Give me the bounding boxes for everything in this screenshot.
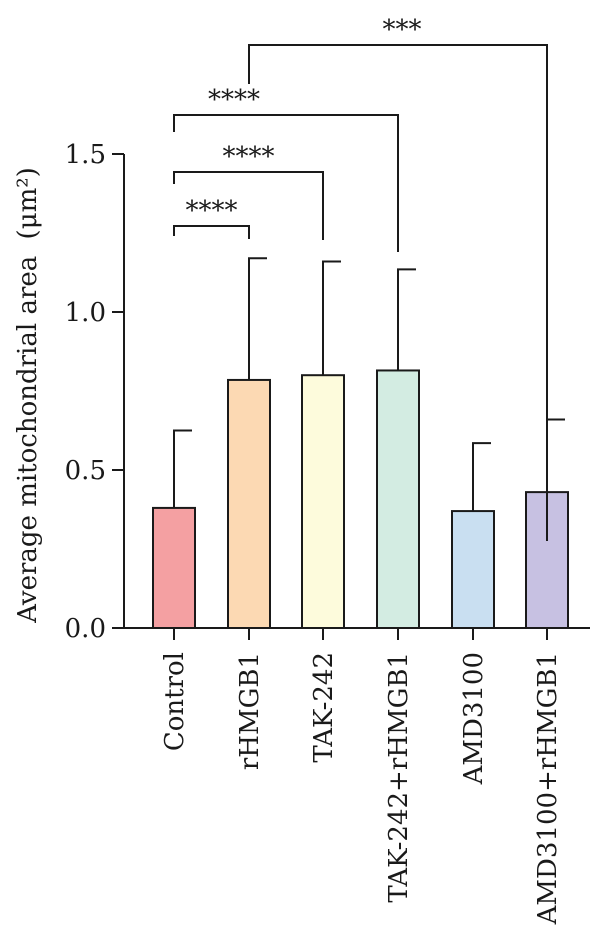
y-tick-label: 1.5 xyxy=(65,140,106,170)
significance-label: *** xyxy=(383,15,422,45)
y-axis-title-text: Average mitochondrial area (μm²) xyxy=(13,167,43,624)
y-axis-title: Average mitochondrial area (μm²) xyxy=(13,167,43,624)
significance-label: **** xyxy=(186,196,238,226)
category-label: TAK-242 xyxy=(309,652,339,763)
bar xyxy=(451,510,495,629)
y-tick-label: 1.0 xyxy=(65,298,106,328)
significance-label: **** xyxy=(208,85,260,115)
axes: 0.0 0.5 1.0 1.5 xyxy=(65,140,590,644)
bar xyxy=(227,378,271,629)
category-label: rHMGB1 xyxy=(235,652,265,770)
bar xyxy=(301,374,345,630)
significance-bracket xyxy=(173,225,250,239)
bar xyxy=(152,506,196,630)
significance-brackets: *************** xyxy=(173,15,548,541)
bar xyxy=(376,369,420,629)
category-label: Control xyxy=(160,652,190,751)
significance-label: **** xyxy=(223,142,275,172)
significance-bracket xyxy=(173,114,399,252)
y-axis-unit: (μm²) xyxy=(13,167,43,239)
category-label: AMD3100 xyxy=(459,652,489,785)
category-label: TAK-242+rHMGB1 xyxy=(384,652,414,903)
y-axis-label: Average mitochondrial area xyxy=(13,256,43,624)
significance-bracket xyxy=(173,171,324,240)
category-labels: Control rHMGB1 TAK-242 TAK-242+rHMGB1 AMD310… xyxy=(160,652,563,925)
category-label: AMD3100+rHMGB1 xyxy=(533,652,563,925)
bars xyxy=(152,369,569,630)
y-tick-label: 0.5 xyxy=(65,456,106,486)
y-tick-label: 0.0 xyxy=(65,614,106,644)
significance-bracket xyxy=(248,44,548,541)
